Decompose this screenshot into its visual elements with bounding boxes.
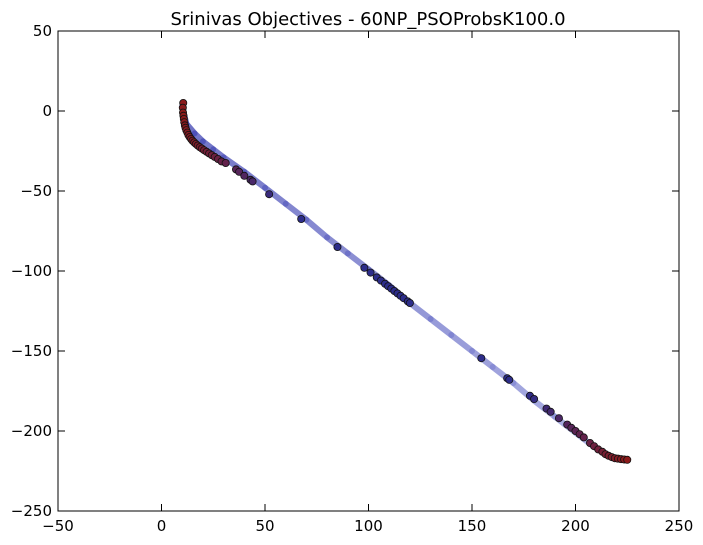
x-tick-label: 200 (561, 517, 590, 535)
data-point (546, 407, 555, 416)
x-tick-label: −50 (42, 517, 74, 535)
data-point (623, 455, 632, 464)
y-tick-label: −50 (20, 182, 52, 200)
reference-line-segment (303, 216, 331, 241)
data-point (366, 268, 375, 277)
data-point (477, 354, 486, 363)
plot-frame (57, 30, 680, 512)
data-points (178, 99, 632, 464)
data-point (554, 414, 563, 423)
y-tick-label: −200 (11, 422, 52, 440)
data-point (297, 214, 306, 223)
chart-title: Srinivas Objectives - 60NP_PSOProbsK100.… (170, 9, 565, 30)
reference-line (179, 103, 631, 463)
data-point (579, 433, 588, 442)
axis-ticks: −50 0 50 100 150 200 250 50 0 −50 −100 −150 −200 −250 (11, 22, 694, 535)
y-tick-label: 0 (42, 102, 52, 120)
data-point (360, 263, 369, 272)
data-point (333, 242, 342, 251)
data-point (505, 375, 514, 384)
y-tick-label: −250 (11, 502, 52, 520)
data-point (530, 394, 539, 403)
y-tick-label: −150 (11, 342, 52, 360)
y-tick-label: 50 (33, 22, 52, 40)
data-point (235, 167, 244, 176)
y-tick-label: −100 (11, 262, 52, 280)
data-point (240, 171, 249, 180)
reference-line-segment (427, 316, 455, 338)
x-tick-label: 250 (665, 517, 694, 535)
data-point (221, 158, 230, 167)
data-point (405, 298, 414, 307)
data-point (265, 190, 274, 199)
data-point (248, 177, 257, 186)
x-tick-label: 150 (458, 517, 487, 535)
x-tick-label: 100 (354, 517, 383, 535)
reference-line-segment (406, 300, 434, 322)
x-tick-label: 0 (157, 517, 167, 535)
reference-line-segment (448, 332, 475, 354)
x-tick-label: 50 (255, 517, 274, 535)
